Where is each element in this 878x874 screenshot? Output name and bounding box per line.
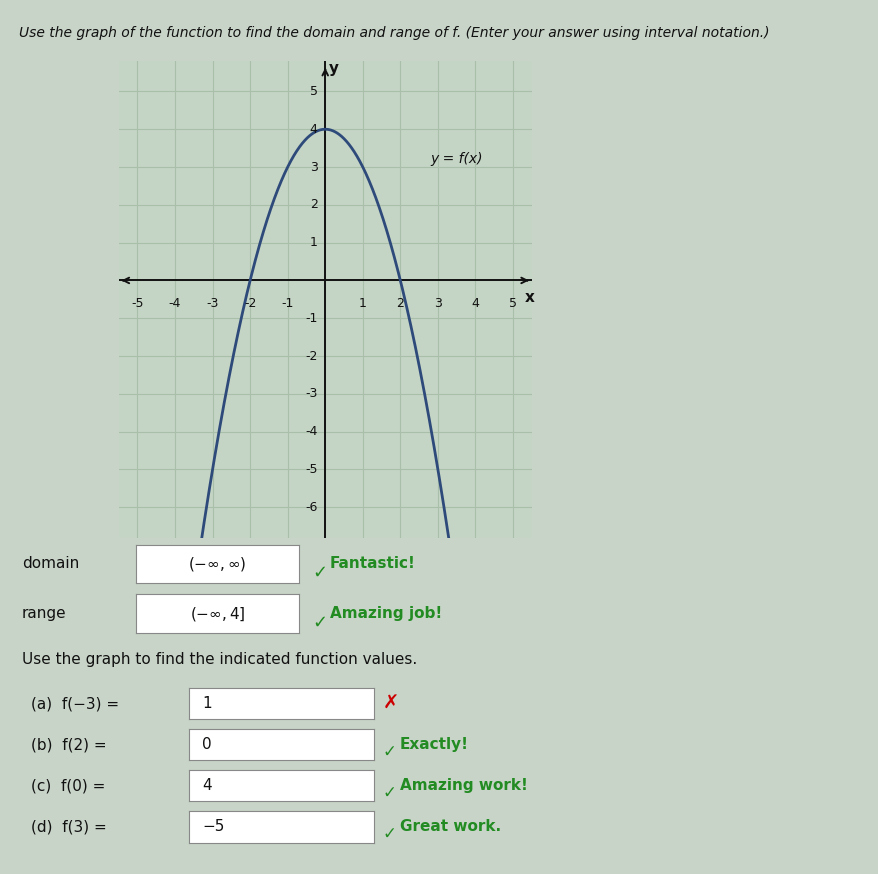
Text: (b)  f(2) =: (b) f(2) = <box>31 737 106 753</box>
Text: Exactly!: Exactly! <box>399 737 468 753</box>
Text: Fantastic!: Fantastic! <box>329 556 415 572</box>
Text: -3: -3 <box>206 297 219 310</box>
Text: 5: 5 <box>508 297 516 310</box>
Text: 0: 0 <box>202 737 212 753</box>
Text: ✓: ✓ <box>312 564 327 581</box>
Text: 4: 4 <box>309 122 317 135</box>
Text: -4: -4 <box>169 297 181 310</box>
Text: (d)  f(3) =: (d) f(3) = <box>31 819 106 835</box>
Text: 2: 2 <box>396 297 404 310</box>
Text: ✓: ✓ <box>382 825 396 843</box>
Text: -5: -5 <box>131 297 143 310</box>
Text: 5: 5 <box>309 85 317 98</box>
Text: $(-\infty,4]$: $(-\infty,4]$ <box>190 605 245 622</box>
Text: -1: -1 <box>305 312 317 325</box>
Text: $(-\infty,\infty)$: $(-\infty,\infty)$ <box>188 555 247 572</box>
Text: -5: -5 <box>305 463 317 476</box>
Text: range: range <box>22 606 67 621</box>
Text: domain: domain <box>22 556 79 572</box>
Text: x: x <box>524 290 534 305</box>
Text: Use the graph of the function to find the domain and range of f. (Enter your ans: Use the graph of the function to find th… <box>19 25 769 40</box>
Text: 4: 4 <box>202 778 212 794</box>
Text: ✓: ✓ <box>382 784 396 801</box>
Text: y = f(x): y = f(x) <box>430 152 482 166</box>
Text: y: y <box>328 61 338 76</box>
Text: (a)  f(−3) =: (a) f(−3) = <box>31 696 119 711</box>
Text: Amazing job!: Amazing job! <box>329 606 442 621</box>
Text: 1: 1 <box>358 297 366 310</box>
Text: 1: 1 <box>202 696 212 711</box>
Text: 3: 3 <box>309 161 317 174</box>
Text: (c)  f(0) =: (c) f(0) = <box>31 778 105 794</box>
Text: Amazing work!: Amazing work! <box>399 778 527 794</box>
Text: -6: -6 <box>305 501 317 514</box>
Text: -2: -2 <box>244 297 256 310</box>
Text: -4: -4 <box>305 425 317 438</box>
Text: -3: -3 <box>305 387 317 400</box>
Text: 2: 2 <box>309 198 317 212</box>
Text: −5: −5 <box>202 819 224 835</box>
Text: ✗: ✗ <box>382 694 399 713</box>
Text: ✓: ✓ <box>312 614 327 631</box>
Text: Great work.: Great work. <box>399 819 500 835</box>
Text: Use the graph to find the indicated function values.: Use the graph to find the indicated func… <box>22 652 417 668</box>
Text: 4: 4 <box>471 297 479 310</box>
Text: -1: -1 <box>281 297 293 310</box>
Text: ✓: ✓ <box>382 743 396 760</box>
Text: -2: -2 <box>305 350 317 363</box>
Text: 1: 1 <box>309 236 317 249</box>
Text: 3: 3 <box>434 297 442 310</box>
